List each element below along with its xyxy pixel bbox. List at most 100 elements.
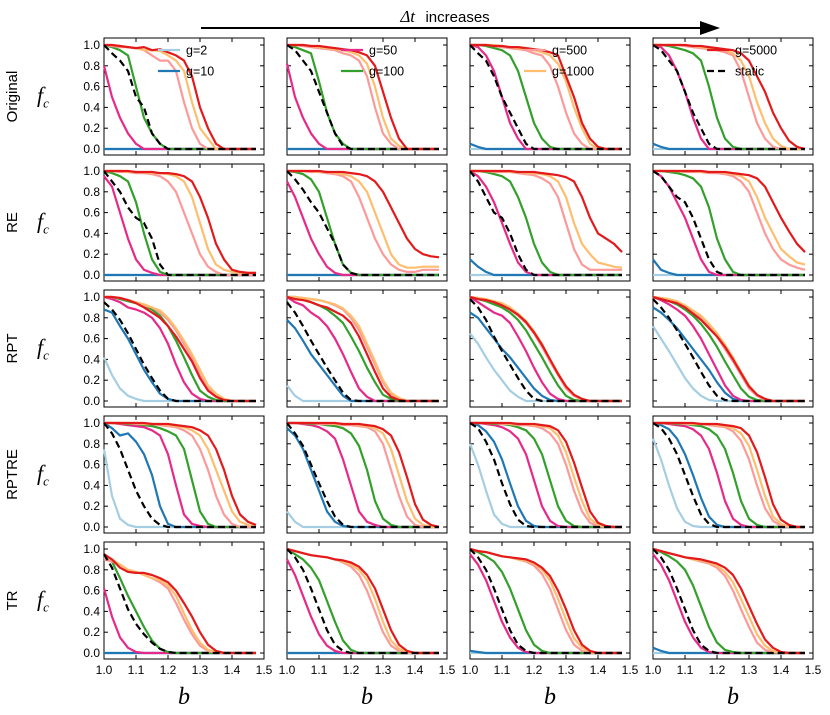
- series-g50: [287, 421, 439, 529]
- x-tick-label: 1.3: [192, 663, 209, 677]
- series-g2: [102, 448, 256, 529]
- series-g100: [653, 169, 805, 277]
- y-tick-label: 0.8: [83, 563, 100, 577]
- series-g500: [470, 169, 622, 271]
- series-g5000: [652, 547, 805, 655]
- panel-original-2: g=50 g=100: [285, 37, 448, 156]
- legend-label-g500: g=500: [552, 44, 587, 58]
- series-static: [286, 548, 439, 655]
- series-g100: [653, 43, 805, 151]
- panel-rpt-4: [652, 289, 814, 408]
- x-tick-label: 1.1: [128, 663, 145, 677]
- panel-frame: [103, 289, 265, 408]
- series-static: [469, 422, 622, 529]
- y-axis-label: fc: [37, 83, 49, 111]
- y-tick-label: 0.0: [83, 394, 100, 408]
- x-tick-label: 1.5: [805, 663, 822, 677]
- series-g50: [652, 295, 805, 403]
- panel-rptre-3: [468, 415, 631, 534]
- y-tick-label: 0.8: [83, 185, 100, 199]
- series-g1000: [287, 421, 439, 529]
- panel-frame: [652, 163, 814, 282]
- panel-frame: [286, 415, 448, 534]
- y-tick-label: 0.6: [83, 458, 100, 472]
- series-g500: [104, 169, 256, 277]
- y-tick-label: 0.2: [83, 499, 100, 513]
- y-axis-symbol: f: [37, 83, 46, 108]
- panel-frame: [652, 289, 814, 408]
- series-static: [469, 44, 622, 151]
- panel-frame: [286, 163, 448, 282]
- series-g5000: [653, 421, 805, 529]
- x-tick-label: 1.3: [375, 663, 392, 677]
- legend-column-3: g=500 g=1000: [524, 44, 594, 79]
- series-static: [103, 170, 256, 277]
- series-g50: [102, 65, 256, 151]
- y-tick-label: 0.6: [83, 584, 100, 598]
- y-tick-label: 0.6: [83, 332, 100, 346]
- series-static: [286, 170, 439, 277]
- legend-column-2: g=50 g=100: [341, 44, 404, 79]
- series-g50: [469, 553, 622, 655]
- series-g50: [469, 296, 622, 403]
- series-g10: [103, 308, 256, 403]
- panel-re-4: [652, 163, 814, 282]
- x-tick-label: 1.2: [526, 663, 543, 677]
- panel-frame: [286, 541, 448, 660]
- y-tick-label: 0.4: [83, 100, 100, 114]
- series-g1000: [653, 43, 805, 151]
- series-static: [652, 44, 805, 151]
- y-tick-label: 0.0: [83, 268, 100, 282]
- series-g1000: [652, 295, 805, 403]
- series-g5000: [653, 169, 806, 253]
- x-tick-label: 1.2: [160, 663, 177, 677]
- series-g500: [652, 295, 805, 403]
- legend-label-static: static: [735, 65, 764, 79]
- series-g5000: [287, 421, 440, 529]
- y-tick-label: 0.2: [83, 373, 100, 387]
- y-tick-label: 0.0: [83, 646, 100, 660]
- series-g100: [652, 547, 805, 655]
- y-tick-label: 0.2: [83, 625, 100, 639]
- series-static: [652, 170, 805, 277]
- delta-t-arrow-label: Δt increases: [399, 7, 489, 26]
- y-tick-label: 0.4: [83, 478, 100, 492]
- x-axis-label: b: [178, 684, 190, 710]
- x-tick-label: 1.0: [645, 663, 662, 677]
- series-g50: [286, 296, 439, 403]
- series-g100: [469, 547, 622, 655]
- panel-rpt-1: 0.0 0.2 0.4 0.6 0.8 1.0: [83, 289, 265, 408]
- series-g100: [470, 169, 622, 277]
- series-g5000: [653, 43, 806, 151]
- series-g2: [469, 332, 622, 403]
- y-tick-label: 0.8: [83, 437, 100, 451]
- panel-frame: [469, 37, 631, 156]
- panel-original-4: g=5000 static: [652, 37, 814, 156]
- legend-column-4: g=5000 static: [707, 44, 777, 79]
- x-tick-label: 1.5: [439, 663, 456, 677]
- series-static: [103, 44, 256, 151]
- delta-t-arrow-head: [700, 21, 720, 35]
- y-tick-label: 0.8: [83, 311, 100, 325]
- y-tick-label: 1.0: [83, 290, 100, 304]
- series-static: [652, 298, 805, 403]
- y-axis-subscript: c: [43, 348, 49, 363]
- series-g1000: [286, 547, 439, 655]
- panel-re-1: 0.0 0.2 0.4 0.6 0.8 1.0: [83, 163, 265, 282]
- panel-frame: [652, 37, 814, 156]
- series-g1000: [104, 169, 256, 274]
- row-label-original: Original: [4, 71, 21, 123]
- legend-label-g2: g=2: [186, 44, 207, 58]
- series-g500: [470, 43, 622, 151]
- series-static: [286, 422, 439, 529]
- series-static: [469, 548, 622, 655]
- y-tick-label: 0.0: [83, 520, 100, 534]
- series-static: [286, 44, 439, 151]
- series-g1000: [104, 421, 257, 529]
- y-axis-subscript: c: [43, 96, 49, 111]
- row-label-rpt: RPT: [4, 334, 21, 364]
- x-tick-label: 1.1: [311, 663, 328, 677]
- y-axis-symbol: f: [37, 209, 46, 234]
- series-g100: [652, 295, 805, 403]
